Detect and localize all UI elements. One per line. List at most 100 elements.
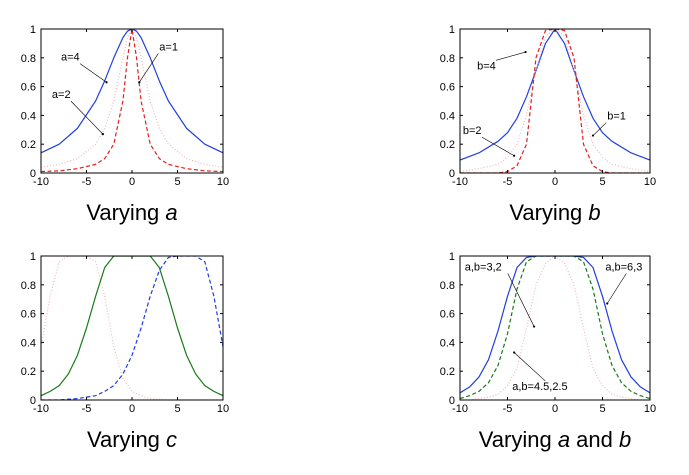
annotation-label: a=2 bbox=[52, 89, 71, 101]
annotation-arrowhead bbox=[524, 50, 527, 54]
y-tick-label: 0 bbox=[449, 395, 455, 407]
chart-panel-4: -10 -5 0 5 10 0 0.2 0.4 0.6 0.8 1 a,b=3,2 a,b=6,3 a,b… bbox=[440, 251, 656, 452]
y-tick-label: 0.2 bbox=[21, 366, 36, 378]
y-tick-label: 0.6 bbox=[440, 309, 455, 321]
caption-suffix: and bbox=[570, 427, 619, 452]
y-tick-label: 1 bbox=[449, 24, 455, 36]
annotation-label: a,b=6,3 bbox=[605, 261, 642, 273]
y-tick-label: 1 bbox=[30, 24, 36, 36]
y-tick-label: 0.2 bbox=[440, 139, 455, 151]
y-tick-label: 0.2 bbox=[21, 139, 36, 151]
annotation-leader bbox=[139, 53, 159, 83]
caption-prefix: Varying bbox=[86, 200, 165, 225]
caption-prefix: Varying bbox=[87, 427, 166, 452]
panel-caption: Varying c bbox=[87, 427, 177, 452]
y-tick-label: 0.4 bbox=[440, 110, 455, 122]
caption-variable: a bbox=[558, 427, 570, 452]
y-tick-label: 0.4 bbox=[440, 337, 455, 349]
series-group bbox=[41, 29, 223, 173]
annotation-leader bbox=[592, 122, 607, 136]
caption-variable-2: b bbox=[619, 427, 631, 452]
annotation-leader bbox=[507, 273, 535, 327]
y-tick-label: 0.6 bbox=[21, 309, 36, 321]
y-tick-label: 0 bbox=[30, 168, 36, 180]
x-tick-label: 0 bbox=[129, 176, 135, 188]
annotation-arrowhead bbox=[105, 81, 108, 84]
y-tick-label: 0.8 bbox=[21, 53, 36, 65]
y-tick-label: 0.6 bbox=[440, 82, 455, 94]
caption-variable: c bbox=[166, 427, 177, 452]
x-tick-label: 10 bbox=[644, 403, 656, 415]
series-line-1 bbox=[41, 29, 223, 154]
annotation-label: a,b=3,2 bbox=[465, 261, 502, 273]
annotation-leader bbox=[606, 273, 627, 304]
annotation-arrowhead bbox=[533, 325, 536, 328]
caption-variable: b bbox=[588, 200, 600, 225]
y-tick-label: 0.2 bbox=[440, 366, 455, 378]
annotation-label: b=2 bbox=[463, 125, 482, 137]
x-tick-label: 10 bbox=[217, 176, 229, 188]
x-tick-label: 0 bbox=[552, 176, 558, 188]
x-tick-label: 0 bbox=[552, 403, 558, 415]
y-tick-label: 0 bbox=[30, 395, 36, 407]
annotation-arrowhead bbox=[101, 133, 104, 136]
y-tick-label: 1 bbox=[449, 251, 455, 263]
annotation-arrowhead bbox=[606, 302, 609, 305]
x-tick-label: 5 bbox=[599, 176, 605, 188]
series-line-2 bbox=[460, 256, 650, 400]
series-line-3 bbox=[41, 256, 223, 400]
x-tick-label: 5 bbox=[174, 403, 180, 415]
y-tick-label: 0.4 bbox=[21, 337, 36, 349]
panel-caption: Varying a and b bbox=[479, 427, 632, 452]
y-tick-label: 1 bbox=[30, 251, 36, 263]
annotation-label: a,b=4.5,2.5 bbox=[512, 381, 567, 393]
annotation-arrowhead bbox=[591, 134, 595, 137]
series-line-3 bbox=[41, 29, 223, 173]
annotation-leader bbox=[496, 51, 526, 61]
annotation-leader bbox=[70, 100, 104, 135]
chart-panel-3: -10 -5 0 5 10 0 0.2 0.4 0.6 0.8 1 Varying c bbox=[21, 251, 229, 452]
y-tick-label: 0.4 bbox=[21, 110, 36, 122]
x-tick-label: -10 bbox=[33, 403, 49, 415]
x-tick-label: -10 bbox=[33, 176, 49, 188]
series-line-2 bbox=[41, 256, 223, 397]
annotation-leader bbox=[481, 136, 515, 156]
annotation-label: a=4 bbox=[61, 52, 80, 64]
annotation-leader bbox=[79, 63, 107, 83]
y-tick-label: 0 bbox=[449, 168, 455, 180]
x-tick-label: 5 bbox=[174, 176, 180, 188]
x-tick-label: -5 bbox=[82, 403, 92, 415]
annotation-arrowhead bbox=[138, 81, 141, 84]
y-tick-label: 0.8 bbox=[21, 280, 36, 292]
series-line-1 bbox=[460, 29, 650, 161]
series-line-1 bbox=[460, 256, 650, 394]
series-group bbox=[41, 256, 223, 400]
chart-panel-2: -10 -5 0 5 10 0 0.2 0.4 0.6 0.8 1 b=4 b=2 b=1 Varying … bbox=[440, 24, 656, 225]
caption-variable: a bbox=[165, 200, 177, 225]
x-tick-label: -5 bbox=[82, 176, 92, 188]
annotation-label: a=1 bbox=[159, 42, 178, 54]
annotation-label: b=1 bbox=[607, 111, 626, 123]
x-tick-label: -10 bbox=[452, 176, 468, 188]
panel-caption: Varying b bbox=[509, 200, 600, 225]
chart-panel-1: -10 -5 0 5 10 0 0.2 0.4 0.6 0.8 1 a=4 a=2 a=1 Varying … bbox=[21, 24, 229, 225]
x-tick-label: 10 bbox=[217, 403, 229, 415]
y-tick-label: 0.8 bbox=[440, 280, 455, 292]
series-group bbox=[460, 256, 650, 400]
x-tick-label: -10 bbox=[452, 403, 468, 415]
x-tick-label: -5 bbox=[503, 176, 513, 188]
annotation-arrowhead bbox=[513, 351, 516, 354]
x-tick-label: 5 bbox=[599, 403, 605, 415]
annotation-label: b=4 bbox=[477, 60, 496, 72]
series-line-2 bbox=[460, 29, 650, 173]
x-tick-label: -5 bbox=[503, 403, 513, 415]
annotation-arrowhead bbox=[513, 154, 516, 157]
x-tick-label: 10 bbox=[644, 176, 656, 188]
y-tick-label: 0.6 bbox=[21, 82, 36, 94]
x-tick-label: 0 bbox=[129, 403, 135, 415]
annotation-leader bbox=[513, 352, 546, 382]
y-tick-label: 0.8 bbox=[440, 53, 455, 65]
panel-caption: Varying a bbox=[86, 200, 177, 225]
caption-prefix: Varying bbox=[479, 427, 558, 452]
